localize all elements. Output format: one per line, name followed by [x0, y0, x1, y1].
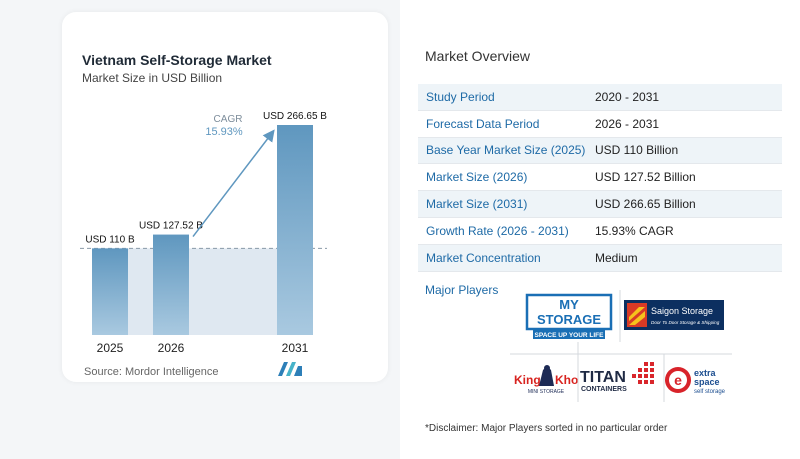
titan-name: TITAN	[580, 369, 626, 386]
source-note: Source: Mordor Intelligence	[84, 366, 219, 378]
chart-subtitle: Market Size in USD Billion	[82, 71, 223, 85]
king-kho-part1: King	[514, 373, 541, 387]
overview-label: Market Size (2031)	[426, 197, 528, 212]
overview-label: Growth Rate (2026 - 2031)	[426, 223, 569, 238]
overview-label: Study Period	[426, 89, 495, 104]
overview-value: 2020 - 2031	[595, 89, 660, 104]
titan-sub: CONTAINERS	[581, 386, 627, 393]
overview-label: Market Concentration	[426, 250, 541, 265]
data-label-2031: USD 266.65 B	[263, 111, 327, 122]
overview-row: Forecast Data Period 2026 - 2031	[418, 111, 782, 138]
overview-value: 2026 - 2031	[595, 116, 660, 131]
overview-table: Study Period 2020 - 2031 Forecast Data Pe…	[418, 84, 782, 272]
overview-value: USD 266.65 Billion	[595, 197, 696, 212]
extra-space-line2: space	[694, 377, 720, 387]
cagr-arrow	[192, 129, 275, 238]
overview-value: USD 127.52 Billion	[595, 170, 696, 185]
overview-row: Study Period 2020 - 2031	[418, 84, 782, 111]
my-storage-logo-icon: MY STORAGE SPACE UP YOUR LIFE	[525, 293, 613, 339]
overview-row: Base Year Market Size (2025) USD 110 Bill…	[418, 137, 782, 165]
extra-space-line1: extra	[694, 368, 717, 378]
category-label-2025: 2025	[97, 341, 124, 355]
disclaimer-note: *Disclaimer: Major Players sorted in no …	[425, 423, 668, 434]
data-label-2025: USD 110 B	[85, 234, 135, 245]
overview-label: Forecast Data Period	[426, 116, 540, 131]
king-kho-part2: Kho	[555, 373, 578, 387]
overview-panel	[400, 0, 800, 459]
my-storage-tagline: SPACE UP YOUR LIFE	[535, 332, 605, 339]
overview-value: USD 110 Billion	[595, 143, 679, 158]
titan-containers-logo-icon: TITAN CONTAINERS	[580, 362, 654, 393]
saigon-storage-tagline: Door To Door Storage & Shipping	[651, 320, 720, 325]
cagr-value: 15.93%	[205, 126, 243, 138]
overview-label: Base Year Market Size (2025)	[426, 143, 586, 158]
overview-value: 15.93% CAGR	[595, 223, 674, 238]
saigon-storage-logo-icon: Saigon Storage Door To Door Storage & Sh…	[624, 300, 724, 330]
bar-2026	[153, 234, 189, 335]
bar-2025	[92, 248, 128, 335]
logo-grid-divider	[510, 290, 732, 402]
my-storage-line2: STORAGE	[537, 312, 601, 327]
major-players-title: Major Players	[425, 283, 499, 297]
overview-row: Market Size (2026) USD 127.52 Billion	[418, 164, 782, 192]
data-label-2026: USD 127.52 B	[139, 221, 203, 232]
overview-label: Market Size (2026)	[426, 170, 528, 185]
category-label-2026: 2026	[158, 341, 185, 355]
overview-title: Market Overview	[425, 48, 531, 64]
king-kho-logo-icon: King Kho MINI STORAGE	[514, 365, 578, 395]
chart-title: Vietnam Self-Storage Market	[82, 52, 272, 68]
king-kho-tagline: MINI STORAGE	[528, 389, 565, 395]
bar-chart: USD 110 B 2025 USD 127.52 B 2026 USD 266.65 …	[80, 111, 327, 355]
extra-space-logo-icon: e extra space self storage	[665, 367, 726, 395]
overview-row: Growth Rate (2026 - 2031) 15.93% CAGR	[418, 218, 782, 245]
comparison-band	[92, 248, 313, 335]
mordor-intelligence-logo-icon	[278, 362, 302, 376]
category-label-2031: 2031	[282, 341, 309, 355]
svg-text:e: e	[674, 372, 682, 388]
extra-space-tagline: self storage	[694, 389, 726, 395]
my-storage-line1: MY	[559, 297, 579, 312]
saigon-storage-name: Saigon Storage	[651, 306, 713, 316]
bar-2031	[277, 125, 313, 335]
cagr-label: CAGR	[214, 114, 243, 125]
overview-value: Medium	[595, 250, 638, 265]
overview-row: Market Concentration Medium	[418, 244, 782, 272]
overview-row: Market Size (2031) USD 266.65 Billion	[418, 191, 782, 218]
